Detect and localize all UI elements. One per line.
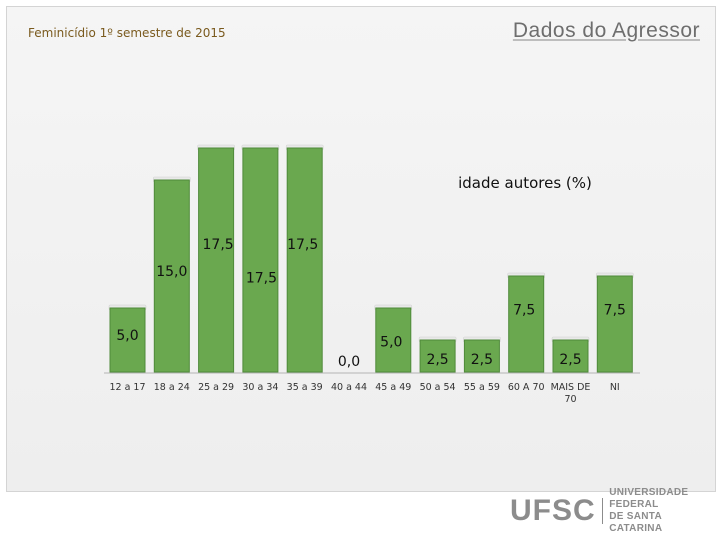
bar [153, 179, 190, 373]
bar [109, 307, 146, 373]
bar [242, 147, 279, 373]
tick-label: 25 a 29 [198, 382, 234, 393]
logo-sub-line-1: UNIVERSIDADE FEDERAL [609, 487, 689, 510]
bar [552, 339, 589, 373]
value-label: 5,0 [380, 334, 402, 350]
value-label: 2,5 [426, 352, 448, 368]
logo-divider [601, 498, 604, 524]
tick-label: 30 a 34 [242, 382, 278, 393]
logo-main-text: UFSC [510, 494, 596, 527]
value-label: 15,0 [156, 264, 187, 280]
bar [463, 339, 500, 373]
value-label: 17,5 [203, 237, 234, 253]
chart-title: idade autores (%) [458, 174, 592, 192]
tick-label: 60 A 70 [508, 382, 545, 393]
tick-label: 35 a 39 [287, 382, 323, 393]
tick-label: 12 a 17 [109, 382, 145, 393]
tick-label: 40 a 44 [331, 382, 367, 393]
value-label: 17,5 [287, 237, 318, 253]
value-label: 5,0 [116, 328, 138, 344]
value-label: 17,5 [246, 270, 277, 286]
value-label: 2,5 [559, 352, 581, 368]
tick-label: 45 a 49 [375, 382, 411, 393]
tick-label: MAIS DE 70 [551, 382, 591, 405]
ufsc-logo: UFSC UNIVERSIDADE FEDERAL DE SANTA CATAR… [510, 487, 710, 534]
bar [419, 339, 456, 373]
tick-label: 50 a 54 [420, 382, 456, 393]
bar [198, 147, 235, 373]
value-label: 7,5 [513, 302, 535, 318]
tick-label: 18 a 24 [154, 382, 190, 393]
bar [286, 147, 323, 373]
bar [508, 275, 545, 373]
slide-subtitle: Feminicídio 1º semestre de 2015 [28, 26, 226, 40]
bar [375, 307, 412, 373]
bar [596, 275, 633, 373]
slide-title: Dados do Agressor [512, 19, 700, 42]
tick-label: 55 a 59 [464, 382, 500, 393]
slide-background [6, 6, 716, 492]
tick-label: NI [610, 382, 620, 393]
logo-sub-line-2: DE SANTA CATARINA [609, 511, 663, 534]
value-label: 7,5 [604, 302, 626, 318]
value-label: 0,0 [338, 354, 360, 370]
value-label: 2,5 [471, 352, 493, 368]
